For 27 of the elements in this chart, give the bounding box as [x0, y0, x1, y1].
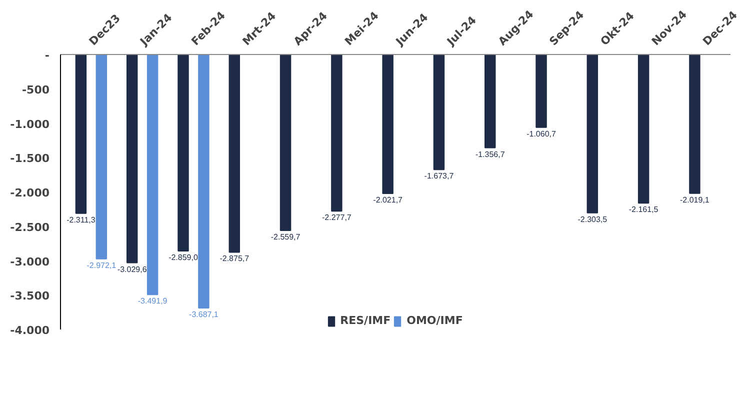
legend-label: OMO/IMF — [406, 314, 463, 327]
data-label: -2.277,7 — [322, 213, 352, 222]
data-label: -2.972,1 — [86, 260, 117, 270]
y-tick-label: -3.000 — [10, 255, 50, 268]
data-label: -2.559,7 — [270, 232, 301, 242]
data-label: -2.875,7 — [220, 254, 250, 264]
y-tick-label: -2.500 — [10, 220, 50, 234]
y-tick-label: -500 — [22, 83, 50, 96]
data-label: -3.029,6 — [117, 264, 148, 274]
y-tick-label: -4.000 — [10, 324, 50, 337]
data-label: -2.859,0 — [168, 253, 198, 262]
data-label: -2.303,5 — [578, 214, 608, 224]
data-label: -1.673,7 — [424, 172, 454, 181]
data-label: -2.019,1 — [680, 195, 710, 204]
y-tick-label: -3.500 — [10, 290, 50, 303]
data-label: -3.491,9 — [138, 296, 168, 306]
data-label: -1.356,7 — [475, 150, 506, 159]
y-tick-label: -1.500 — [10, 152, 50, 166]
data-label: -2.161,5 — [628, 205, 659, 214]
legend-label: RES/IMF — [340, 314, 391, 327]
y-tick-label: -1.000 — [10, 118, 50, 131]
data-label: -2.021,7 — [373, 195, 404, 204]
data-label: -1.060,7 — [526, 129, 556, 138]
y-tick-label: - — [44, 49, 50, 62]
data-label: -2.311,3 — [66, 215, 96, 224]
data-label: -3.687,1 — [189, 310, 219, 319]
y-tick-label: -2.000 — [10, 186, 50, 200]
